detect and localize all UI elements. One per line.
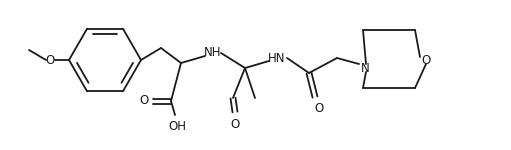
Text: HN: HN xyxy=(268,51,286,64)
Text: O: O xyxy=(314,102,323,116)
Text: NH: NH xyxy=(204,46,222,60)
Text: N: N xyxy=(361,61,369,75)
Text: O: O xyxy=(45,54,55,66)
Text: O: O xyxy=(230,117,240,130)
Text: OH: OH xyxy=(168,120,186,134)
Text: O: O xyxy=(140,94,149,108)
Text: O: O xyxy=(422,54,431,66)
